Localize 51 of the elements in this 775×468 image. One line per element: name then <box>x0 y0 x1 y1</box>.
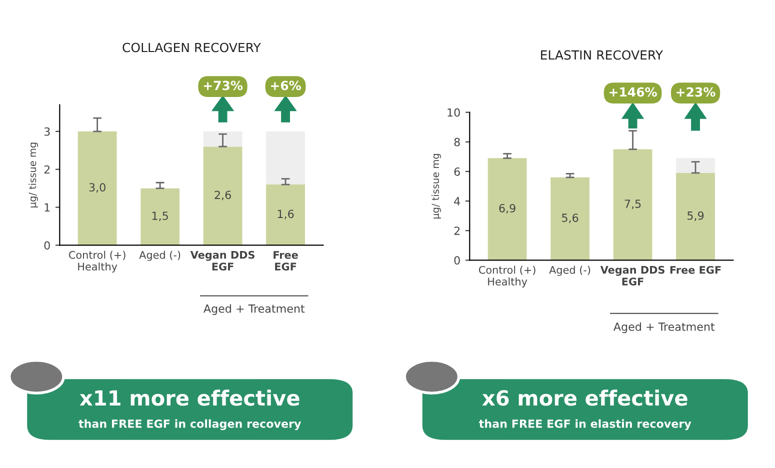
x-tick-label: Aged (-) <box>139 250 180 261</box>
y-tick-label: 2 <box>44 165 50 174</box>
x-tick-label: Control (+) Healthy <box>68 250 126 273</box>
y-tick-label: 8 <box>454 138 460 146</box>
bar <box>140 188 180 246</box>
bar <box>613 149 652 260</box>
data-label: 1,5 <box>152 212 168 222</box>
y-tick-label: 0 <box>44 241 50 250</box>
text: Aged + Treatment <box>614 322 715 334</box>
bar <box>488 158 527 260</box>
text: +6% <box>271 80 301 90</box>
y-axis-title: µg/ tissue mg <box>28 142 38 208</box>
data-label: 2,6 <box>214 190 231 200</box>
data-label: 7,5 <box>624 200 641 210</box>
text: Aged + Treatment <box>204 304 305 315</box>
bar <box>266 184 305 246</box>
bar <box>78 131 117 246</box>
y-tick-label: 4 <box>454 197 460 206</box>
y-tick-label: 2 <box>454 226 460 235</box>
bar <box>266 131 305 185</box>
data-label: 5,6 <box>562 214 578 224</box>
bar <box>676 158 715 173</box>
bar <box>203 131 242 147</box>
y-tick-label: 6 <box>454 167 460 176</box>
bar <box>203 146 242 246</box>
x-tick-label: Vegan DDS EGF <box>190 250 254 271</box>
data-label: 5,9 <box>688 211 704 221</box>
text: x11 more effective <box>80 390 300 406</box>
x-tick-label: Aged (-) <box>549 266 590 276</box>
y-tick-label: 1 <box>44 203 50 212</box>
chart-title: COLLAGEN RECOVERY <box>122 42 261 52</box>
y-tick-label: 0 <box>454 256 460 265</box>
y-tick-label: 3 <box>44 127 50 136</box>
x-tick-label: Free EGF <box>274 251 298 271</box>
text: than FREE EGF in collagen recovery <box>78 419 302 430</box>
bar <box>676 172 715 260</box>
text: +23% <box>676 87 716 97</box>
chart-title: ELASTIN RECOVERY <box>541 50 664 60</box>
data-label: 6,9 <box>499 204 516 214</box>
y-axis-title: µg/ tissue mg <box>432 154 441 219</box>
y-tick-label: 10 <box>448 108 460 117</box>
x-tick-label: Vegan DDS EGF <box>600 266 664 286</box>
x-tick-label: Control (+) Healthy <box>478 266 536 288</box>
x-tick-label: Free EGF <box>670 266 721 274</box>
text: x6 more effective <box>482 390 688 406</box>
text: +73% <box>204 80 243 90</box>
text: +146% <box>610 87 657 97</box>
data-label: 3,0 <box>89 183 106 193</box>
data-label: 1,6 <box>278 210 294 220</box>
bar <box>550 177 590 260</box>
text: than FREE EGF in elastin recovery <box>479 419 692 430</box>
